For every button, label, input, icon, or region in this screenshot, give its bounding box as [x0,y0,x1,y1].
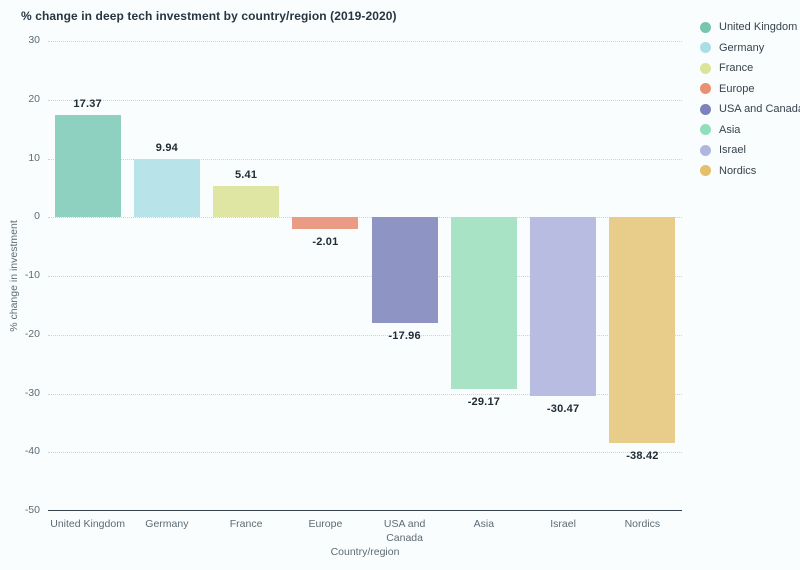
y-tick-label--40: -40 [24,445,40,458]
legend: United Kingdom Germany France Europe USA and… [700,21,800,177]
x-tick-label-asia: Asia [473,518,495,530]
bar-value-label-nordics: -38.42 [626,450,659,462]
legend-item-usa-and-canada[interactable]: USA and Canada [700,103,800,115]
x-tick-label-france: France [229,518,263,530]
legend-item-nordics[interactable]: Nordics [700,165,800,177]
legend-dot-icon [700,83,711,94]
legend-item-france[interactable]: France [700,62,800,74]
legend-dot-icon [700,124,711,135]
legend-item-united-kingdom[interactable]: United Kingdom [700,21,800,33]
gridline--10 [48,276,682,277]
bar-asia [450,217,517,389]
bar-value-label-germany: 9.94 [155,141,178,154]
legend-label: Nordics [719,164,757,177]
x-tick-label-usa-and-canada: USA and Canada [383,518,426,544]
legend-label: United Kingdom [719,21,798,33]
x-tick-label-germany: Germany [145,518,189,530]
gridline--30 [48,393,682,395]
plot-area: 17.37 9.94 5.41 -2.01 -17.96 -29.17 -30.47 -38.… [48,41,682,511]
x-tick-label-nordics: Nordics [624,518,661,530]
bar-value-label-israel: -30.47 [546,403,580,416]
y-tick-label--30: -30 [24,386,40,399]
legend-label: USA and Canada [719,103,800,115]
legend-dot-icon [700,165,711,176]
bar-usa-and-canada [371,217,438,323]
gridline-10 [48,158,682,160]
bar-nordics [609,217,676,443]
bar-value-label-europe: -2.01 [312,236,339,249]
y-tick-label--10: -10 [24,269,40,281]
legend-dot-icon [700,62,711,74]
legend-item-europe[interactable]: Europe [700,83,800,95]
legend-item-asia[interactable]: Asia [700,124,800,136]
bar-value-label-asia: -29.17 [467,395,501,408]
x-tick-label-israel: Israel [550,518,576,530]
legend-label: Israel [719,144,746,156]
bar-germany [133,158,200,218]
bar-israel [530,217,597,397]
gridline-20 [48,99,682,101]
x-tick-label-united-kingdom: United Kingdom [50,518,125,530]
chart-title: % change in deep tech investment by coun… [21,9,397,23]
legend-dot-icon [700,103,711,115]
gridline--20 [48,334,682,336]
bar-value-label-usa-and-canada: -17.96 [388,329,421,342]
y-tick-label-0: 0 [34,210,40,223]
legend-item-israel[interactable]: Israel [700,144,800,156]
bar-united-kingdom [54,115,121,218]
bar-value-label-united-kingdom: 17.37 [73,98,102,111]
legend-item-germany[interactable]: Germany [700,42,800,54]
legend-dot-icon [700,144,711,156]
x-axis-title: Country/region [330,546,400,558]
gridline--40 [48,452,682,454]
y-tick-label-10: 10 [28,151,40,164]
bar-france [213,185,280,218]
legend-label: France [719,62,754,74]
legend-label: Europe [719,82,755,95]
y-tick-label--20: -20 [24,327,40,340]
legend-label: Asia [719,123,741,136]
bar-europe [292,217,359,230]
x-axis-line [48,510,682,511]
gridline-0 [48,217,682,219]
legend-dot-icon [700,21,711,33]
legend-label: Germany [719,41,765,54]
legend-dot-icon [700,42,711,53]
y-tick-label--50: -50 [24,504,40,516]
y-tick-label-20: 20 [28,92,40,105]
bar-value-label-france: 5.41 [234,168,258,181]
gridline-30 [48,41,682,42]
x-tick-label-europe: Europe [308,518,343,530]
y-tick-label-30: 30 [28,34,40,46]
